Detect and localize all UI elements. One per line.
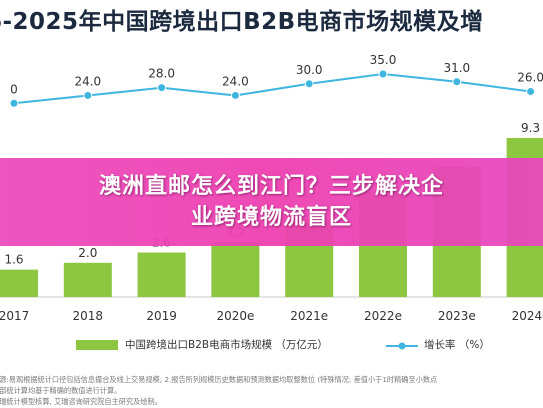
chart-title: 6-2025年中国跨境出口B2B电商市场规模及增 <box>0 9 484 35</box>
growth-value-labels: 0 24.0 28.0 24.0 30.0 35.0 31.0 26.0 <box>10 53 543 96</box>
growth-point-2021e <box>304 79 314 89</box>
legend <box>76 340 418 350</box>
growth-value-label-2023e: 31.0 <box>443 61 470 75</box>
bar-value-label-2018: 2.0 <box>78 246 97 260</box>
x-tick-labels: 2017 2018 2019 2020e 2021e 2022e 2023e 2024e <box>0 309 543 323</box>
legend-line-marker <box>398 342 406 350</box>
growth-value-label-2024e: 26.0 <box>517 71 543 85</box>
x-tick-label-2024e: 2024e <box>512 309 543 323</box>
growth-line-series <box>9 69 536 108</box>
legend-bar-swatch <box>76 340 118 350</box>
x-tick-label-2021e: 2021e <box>290 309 328 323</box>
source-note-1: 来源:易观根据统计口径包括信息撮合及线上交易规模; 2.报告所列规模历史数据和预… <box>0 375 438 384</box>
legend-bar-label: 中国跨境出口B2B电商市场规模 （万亿元） <box>125 339 328 351</box>
bar-2020e <box>211 242 260 297</box>
x-tick-label-2017: 2017 <box>0 309 29 323</box>
bar-value-label-2024e: 9.3 <box>521 121 540 135</box>
legend-line-label: 增长率 （%） <box>424 339 490 351</box>
banner-title-line-1: 澳洲直邮怎么到江门？三步解决企 <box>98 174 444 199</box>
growth-point-2018 <box>83 90 93 100</box>
growth-value-label-2019: 28.0 <box>148 67 175 81</box>
x-tick-label-2018: 2018 <box>73 309 104 323</box>
bar-2019 <box>137 252 186 297</box>
source-note-3: 艾瑞统计模型核算, 艾瑞咨询研究院自主研究及绘制。 <box>0 397 162 406</box>
growth-value-label-2020e: 24.0 <box>222 74 249 88</box>
growth-point-2020e <box>230 90 240 100</box>
x-tick-label-2022e: 2022e <box>364 309 402 323</box>
x-tick-label-2020e: 2020e <box>216 309 254 323</box>
growth-value-label-2021e: 30.0 <box>296 63 323 77</box>
source-note-2: 内部统计算均基于精确的数值进行计算。 <box>0 386 122 395</box>
x-tick-label-2019: 2019 <box>146 309 177 323</box>
growth-point-2017 <box>9 98 19 108</box>
growth-value-label-2018: 24.0 <box>74 74 101 88</box>
growth-point-2022e <box>378 69 388 79</box>
banner-title-line-2: 业跨境物流盲区 <box>190 205 352 230</box>
x-tick-label-2023e: 2023e <box>438 309 476 323</box>
growth-point-2023e <box>452 77 462 87</box>
bar-value-label-2017: 1.6 <box>4 253 23 267</box>
growth-point-2019 <box>157 83 167 93</box>
article-title-banner[interactable]: 澳洲直邮怎么到江门？三步解决企 业跨境物流盲区 <box>0 158 543 246</box>
growth-value-label-2017: 0 <box>10 82 18 96</box>
growth-line <box>13 72 531 105</box>
bar-2018 <box>63 262 112 297</box>
growth-value-label-2022e: 35.0 <box>370 53 397 67</box>
growth-point-2024e <box>526 87 536 97</box>
bar-2017 <box>0 269 38 297</box>
